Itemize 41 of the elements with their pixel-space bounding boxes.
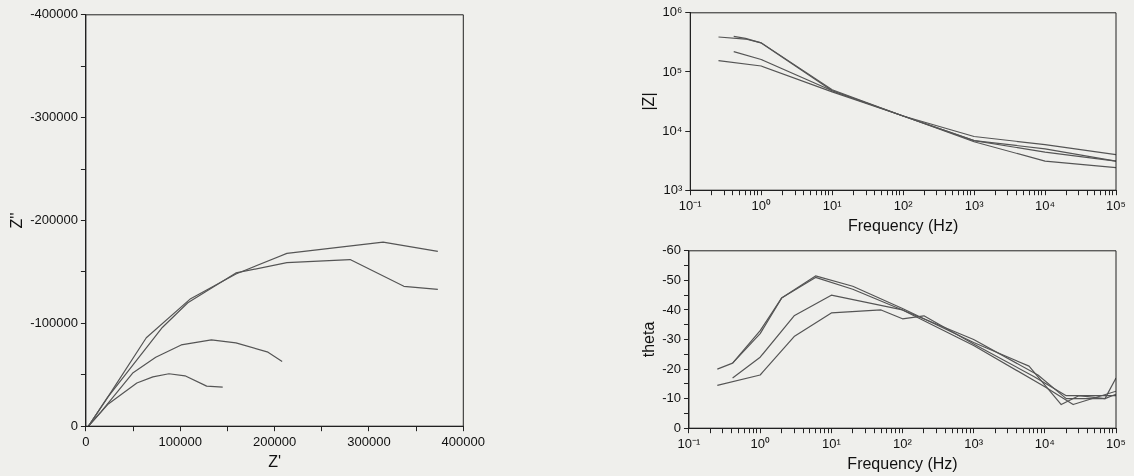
x-tick-label: 10¹	[821, 435, 842, 451]
x-tick-label: 10⁻¹	[677, 435, 702, 451]
y-tick-label: -30	[662, 331, 681, 347]
y-tick-label: 10⁵	[662, 63, 683, 79]
y-tick-label: -40	[662, 301, 681, 317]
x-tick-label: 10⁵	[1106, 197, 1126, 213]
x-tick-label: 300000	[347, 433, 391, 449]
y-axis-title: |Z|	[640, 92, 658, 111]
x-tick-label: 200000	[252, 433, 297, 449]
y-axis-title: Z''	[8, 212, 26, 229]
x-tick-label: 10⁰	[750, 435, 770, 451]
x-tick-label: 10⁴	[1034, 435, 1055, 451]
y-tick-label: -20	[662, 360, 681, 376]
x-axis-title: Frequency (Hz)	[848, 216, 959, 234]
y-tick-label: -300000	[30, 109, 78, 125]
x-tick-label: 10⁴	[1035, 197, 1056, 213]
x-axis-title: Z'	[268, 452, 282, 470]
x-tick-label: 10¹	[822, 197, 843, 213]
x-tick-label: 10³	[964, 197, 985, 213]
y-tick-label: -60	[662, 242, 681, 258]
x-tick-label: 10²	[893, 435, 913, 451]
x-tick-label: 10⁻¹	[678, 197, 703, 213]
x-tick-label: 400000	[441, 433, 486, 449]
y-tick-label: -100000	[30, 314, 78, 330]
x-axis-title: Frequency (Hz)	[847, 454, 958, 472]
x-tick-label: 10⁵	[1106, 435, 1126, 451]
x-tick-label: 100000	[158, 433, 202, 449]
y-tick-label: 10³	[663, 181, 683, 197]
y-tick-label: 10⁴	[662, 122, 683, 138]
y-tick-label: -10	[662, 390, 681, 406]
x-tick-label: 10²	[893, 197, 914, 213]
x-tick-label: 10⁰	[751, 197, 771, 213]
y-axis-title: theta	[640, 321, 658, 358]
y-tick-label: -50	[662, 271, 681, 287]
y-tick-label: 10⁶	[662, 4, 683, 20]
y-tick-label: 0	[70, 417, 78, 433]
y-tick-label: -400000	[30, 6, 78, 22]
x-tick-label: 10³	[964, 435, 984, 451]
y-tick-label: -200000	[30, 212, 78, 228]
x-tick-label: 0	[82, 433, 90, 449]
y-tick-label: 0	[673, 419, 681, 435]
